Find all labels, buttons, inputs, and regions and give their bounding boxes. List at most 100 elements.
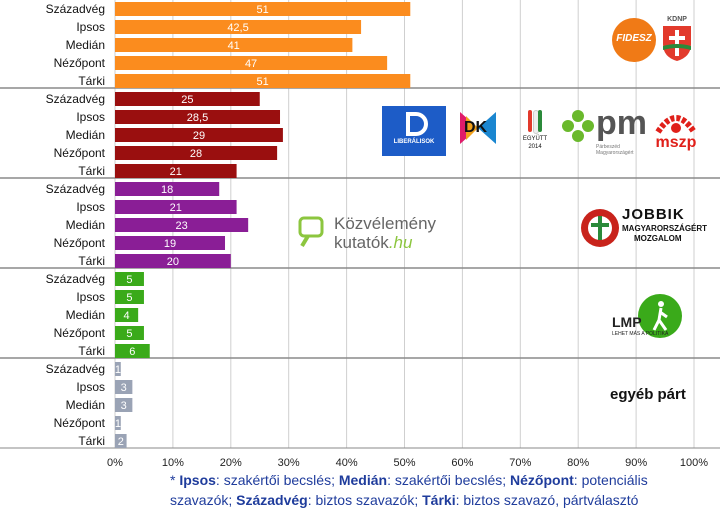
bar-value-label: 21: [170, 202, 182, 214]
category-label: Tárki: [78, 164, 105, 178]
category-label: Tárki: [78, 344, 105, 358]
bar: [115, 74, 411, 88]
kozvelemeny-logo: Közvélemény kutatók.hu: [298, 214, 478, 254]
x-tick-label: 10%: [162, 457, 184, 466]
bar-value-label: 19: [164, 238, 176, 250]
category-label: Ipsos: [76, 200, 105, 214]
category-label: Medián: [66, 128, 105, 142]
bar: [115, 236, 226, 250]
footnote-ipsos-key: Ipsos: [179, 472, 216, 488]
bar-value-label: 28: [190, 148, 202, 160]
footnote-ipsos-val: : szakértői becslés;: [215, 472, 339, 488]
dk-icon: [460, 112, 496, 144]
kozvelemeny-kutatok: kutatók: [334, 233, 389, 252]
jobbik-subtext2: MOZGALOM: [634, 234, 682, 243]
bar: [115, 308, 139, 322]
footnote-nezopont-val: : potenciális szavazók;: [170, 472, 648, 508]
footnote-tarki-key: Tárki: [422, 492, 456, 508]
bar: [115, 290, 144, 304]
lmp-walker-icon: [638, 294, 682, 338]
poll-bar-chart: 0% 10% 20% 30% 40% 50% 60% 70% 80% 90% 100% Századv…: [0, 0, 720, 466]
liberalisok-icon: [406, 112, 428, 136]
category-label: Tárki: [78, 74, 105, 88]
bar-value-label: 41: [228, 40, 240, 52]
bar: [115, 164, 237, 178]
kdnp-logo-text: KDNP: [667, 16, 687, 23]
category-label: Tárki: [78, 254, 105, 268]
bar: [115, 20, 362, 34]
x-tick-label: 50%: [393, 457, 415, 466]
liberalisok-text: LIBERÁLISOK: [393, 139, 435, 145]
bar: [115, 200, 237, 214]
bar-value-label: 5: [126, 292, 132, 304]
category-label: Nézőpont: [54, 236, 106, 250]
fidesz-logo: FIDESZ: [612, 18, 656, 62]
x-tick-label: 90%: [625, 457, 647, 466]
jobbik-emblem-icon: [581, 209, 619, 247]
bar: [115, 110, 281, 124]
x-tick-label: 20%: [220, 457, 242, 466]
bar-value-label: 3: [121, 382, 127, 394]
bar-value-label: 21: [170, 166, 182, 178]
bar: [115, 416, 121, 430]
x-tick-label: 100%: [680, 457, 708, 466]
category-label: Nézőpont: [54, 326, 106, 340]
bar: [115, 272, 144, 286]
footnote-median-key: Medián: [338, 472, 388, 488]
bar-value-label: 47: [245, 58, 257, 70]
category-label: Nézőpont: [54, 416, 106, 430]
bar-value-label: 5: [126, 274, 132, 286]
bar-value-label: 4: [124, 310, 130, 322]
bar: [115, 56, 388, 70]
footnote-nezopont-key: Nézőpont: [510, 472, 574, 488]
egyutt-text: EGYÜTT: [522, 136, 548, 142]
bar: [115, 2, 411, 16]
pm-subtext: Párbeszéd Magyarországért: [596, 144, 634, 156]
lmp-subtext: LEHET MÁS A POLITIKA: [612, 331, 669, 337]
footnote-szazadveg-key: Századvég: [236, 492, 308, 508]
bar: [115, 434, 127, 448]
jobbik-subtext1: MAGYARORSZÁGÉRT: [622, 224, 708, 233]
kozvelemeny-line1: Közvélemény: [334, 214, 437, 233]
x-tick-label: 0%: [107, 457, 123, 466]
category-label: Nézőpont: [54, 146, 106, 160]
category-label: Ipsos: [76, 380, 105, 394]
footnote-star: *: [170, 472, 180, 488]
category-label: Medián: [66, 38, 105, 52]
bar-value-label: 2: [118, 436, 124, 448]
kozvelemeny-hu: .hu: [388, 233, 413, 252]
bar: [115, 38, 353, 52]
jobbik-text: JOBBIK: [622, 206, 685, 223]
category-label: Századvég: [46, 362, 105, 376]
mszp-rose-icon: [655, 115, 697, 134]
category-label: Századvég: [46, 182, 105, 196]
bar: [115, 128, 283, 142]
bar: [115, 380, 133, 394]
lmp-text: LMP: [612, 314, 642, 330]
bar-value-label: 5: [126, 328, 132, 340]
bar: [115, 326, 144, 340]
bar-value-label: 1: [115, 364, 121, 376]
dk-text: DK: [464, 119, 488, 136]
category-label: Medián: [66, 308, 105, 322]
jobbik-logo: JOBBIK MAGYARORSZÁGÉRT MOZGALOM: [580, 206, 707, 250]
kdnp-logo: KDNP: [660, 16, 694, 62]
category-label: Medián: [66, 218, 105, 232]
bar: [115, 344, 150, 358]
bar-value-label: 25: [181, 94, 193, 106]
category-label: Medián: [66, 398, 105, 412]
bar: [115, 146, 278, 160]
category-label: Ipsos: [76, 290, 105, 304]
liberalisok-logo: LIBERÁLISOK: [382, 106, 446, 156]
kdnp-shield-icon: [663, 26, 691, 61]
bar-value-label: 6: [129, 346, 135, 358]
footnote-szazadveg-val: : biztos szavazók;: [307, 492, 423, 508]
category-label: Századvég: [46, 92, 105, 106]
egyeb-part-label: egyéb párt: [610, 386, 686, 403]
mszp-logo: mszp: [654, 110, 698, 154]
x-tick-label: 40%: [336, 457, 358, 466]
x-tick-label: 80%: [567, 457, 589, 466]
footnote-median-val: : szakértői becslés;: [387, 472, 511, 488]
bar-value-label: 1: [115, 418, 121, 430]
bar: [115, 182, 220, 196]
